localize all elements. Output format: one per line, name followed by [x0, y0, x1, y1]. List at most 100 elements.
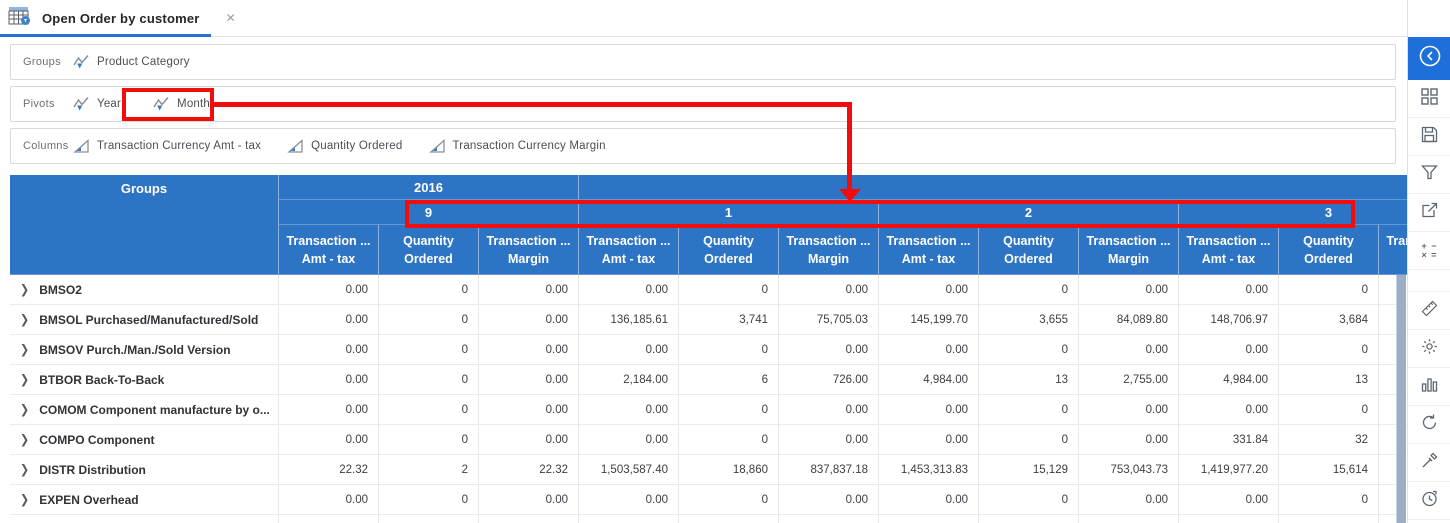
- chip-year[interactable]: Year: [73, 96, 121, 112]
- value-cell: 0.00: [479, 305, 579, 335]
- chip-transaction-currency-amt-tax[interactable]: Transaction Currency Amt - tax: [73, 138, 261, 154]
- measure-column-header[interactable]: Transaction ...Margin: [779, 225, 879, 275]
- group-row-name[interactable]: ❯ BMSO2: [10, 275, 279, 305]
- measure-column-header[interactable]: Transaction ... Amt - tax: [879, 225, 979, 275]
- pivot-grid: Groups 2016 9 1 2 3 Transaction ... Amt - tax Qu…: [10, 175, 1407, 523]
- toolbar-top-spacer: [1408, 0, 1450, 37]
- group-row-name[interactable]: ❯ COMOM Component manufacture by o...: [10, 395, 279, 425]
- toolbar-button-collapse-panel[interactable]: [1408, 37, 1450, 80]
- value-cell: [279, 515, 379, 523]
- chip-product-category[interactable]: Product Category: [73, 54, 190, 70]
- value-cell: 0.00: [279, 365, 379, 395]
- year-header[interactable]: 2016: [279, 175, 579, 200]
- expand-chevron-icon[interactable]: ❯: [20, 343, 30, 357]
- toolbar-button-refresh[interactable]: [1408, 406, 1450, 444]
- toolbar-button-measures[interactable]: [1408, 292, 1450, 330]
- measure-column-header[interactable]: Transaction ... Amt - tax: [579, 225, 679, 275]
- measure-column-header[interactable]: Transaction ... Amt - tax: [1179, 225, 1279, 275]
- month-header[interactable]: 3: [1179, 200, 1407, 225]
- value-cell: 0.00: [1179, 275, 1279, 305]
- value-cell: 2,184.00: [579, 365, 679, 395]
- value-cell: 0.00: [1079, 275, 1179, 305]
- right-toolbar: + − × =: [1407, 0, 1450, 523]
- calculator-icon: + − × =: [1421, 240, 1438, 260]
- chip-month[interactable]: Month: [153, 96, 210, 112]
- month-header[interactable]: 1: [579, 200, 879, 225]
- value-cell: 0: [979, 395, 1079, 425]
- expand-chevron-icon[interactable]: ❯: [20, 433, 30, 447]
- expand-chevron-icon[interactable]: ❯: [20, 373, 30, 387]
- value-cell: 0: [679, 395, 779, 425]
- value-cell: 13: [1279, 365, 1379, 395]
- toolbar-button-share[interactable]: [1408, 194, 1450, 232]
- expand-chevron-icon[interactable]: ❯: [20, 403, 30, 417]
- toolbar-button-picker[interactable]: [1408, 444, 1450, 482]
- value-cell: 0.00: [479, 425, 579, 455]
- chip-transaction-currency-margin[interactable]: Transaction Currency Margin: [428, 138, 606, 154]
- year-header[interactable]: [579, 175, 1407, 200]
- value-cell: [879, 515, 979, 523]
- value-cell: 3,741: [679, 305, 779, 335]
- tab-open-order-by-customer[interactable]: Open Order by customer ✕: [0, 0, 250, 36]
- expand-chevron-icon[interactable]: ❯: [20, 313, 30, 327]
- toolbar-button-settings[interactable]: [1408, 330, 1450, 368]
- measure-column-header[interactable]: Quantity Ordered: [979, 225, 1079, 275]
- value-cell: 837,837.18: [779, 455, 879, 485]
- column-header-groups[interactable]: Groups: [10, 175, 279, 275]
- pivot-table-icon: [8, 6, 32, 31]
- measure-column-header[interactable]: Transaction ...Margin: [479, 225, 579, 275]
- expand-chevron-icon[interactable]: ❯: [20, 463, 30, 477]
- measure-column-header[interactable]: Quantity Ordered: [1279, 225, 1379, 275]
- value-cell: 0: [979, 485, 1079, 515]
- toolbar-button-history[interactable]: [1408, 482, 1450, 520]
- group-row-name[interactable]: [10, 515, 279, 523]
- value-cell: 6: [679, 365, 779, 395]
- value-cell: 4,984.00: [1179, 365, 1279, 395]
- chip-quantity-ordered[interactable]: Quantity Ordered: [287, 138, 402, 154]
- eyedropper-icon: [1420, 451, 1439, 475]
- save-icon: [1420, 125, 1439, 149]
- measure-column-header[interactable]: Transaction ...Margin: [1079, 225, 1179, 275]
- month-header[interactable]: 2: [879, 200, 1179, 225]
- group-row-name[interactable]: ❯ BMSOL Purchased/Manufactured/Sold: [10, 305, 279, 335]
- value-cell: 0: [1279, 395, 1379, 425]
- measure-column-header[interactable]: Transaction ... Amt - tax: [279, 225, 379, 275]
- toolbar-button-filter[interactable]: [1408, 156, 1450, 194]
- value-cell: 0.00: [879, 485, 979, 515]
- toolbar-button-chart-view[interactable]: [1408, 368, 1450, 406]
- group-row-name[interactable]: ❯ DISTR Distribution: [10, 455, 279, 485]
- expand-chevron-icon[interactable]: ❯: [20, 493, 30, 507]
- group-row-name[interactable]: ❯ COMPO Component: [10, 425, 279, 455]
- month-header[interactable]: 9: [279, 200, 579, 225]
- value-cell: 0: [379, 485, 479, 515]
- group-row-name[interactable]: ❯ BMSOV Purch./Man./Sold Version: [10, 335, 279, 365]
- toolbar-button-layouts[interactable]: [1408, 80, 1450, 118]
- value-cell: [379, 515, 479, 523]
- value-cell: 0.00: [279, 425, 379, 455]
- dimension-icon: [153, 96, 170, 112]
- groups-row: Groups Product Category: [10, 44, 1396, 80]
- value-cell: 0: [379, 275, 479, 305]
- pivots-row: Pivots Year Month: [10, 86, 1396, 122]
- value-cell: 0.00: [779, 275, 879, 305]
- filter-icon: [1420, 163, 1439, 187]
- toolbar-button-save[interactable]: [1408, 118, 1450, 156]
- measure-column-header[interactable]: Quantity Ordered: [379, 225, 479, 275]
- value-cell: 0.00: [779, 395, 879, 425]
- measure-column-header[interactable]: Quantity Ordered: [679, 225, 779, 275]
- columns-row-label: Columns: [23, 140, 69, 152]
- expand-chevron-icon[interactable]: ❯: [20, 283, 30, 297]
- value-cell: [1379, 515, 1407, 523]
- value-cell: 0: [1279, 335, 1379, 365]
- vertical-scrollbar[interactable]: [1396, 275, 1406, 523]
- value-cell: 1,453,313.83: [879, 455, 979, 485]
- groups-row-label: Groups: [23, 56, 61, 68]
- value-cell: 0: [679, 425, 779, 455]
- measure-column-header[interactable]: Transaction ...Margin: [1379, 225, 1407, 275]
- toolbar-button-calculated-fields[interactable]: + − × =: [1408, 232, 1450, 270]
- value-cell: 0: [679, 485, 779, 515]
- group-row-name[interactable]: ❯ BTBOR Back-To-Back: [10, 365, 279, 395]
- grid-layout-icon: [1420, 87, 1439, 111]
- close-icon[interactable]: ✕: [225, 11, 236, 25]
- group-row-name[interactable]: ❯ EXPEN Overhead: [10, 485, 279, 515]
